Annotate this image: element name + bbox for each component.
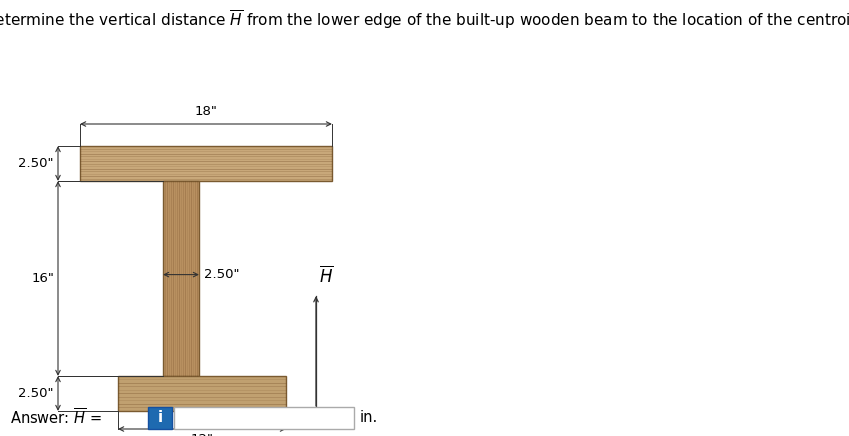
Bar xyxy=(174,407,354,429)
Text: 18": 18" xyxy=(194,105,217,118)
Text: i: i xyxy=(157,411,162,426)
Text: Answer: $\overline{H}$ =: Answer: $\overline{H}$ = xyxy=(10,408,102,428)
Text: 12": 12" xyxy=(190,433,213,436)
Bar xyxy=(163,181,199,376)
Text: 2.50": 2.50" xyxy=(204,268,239,281)
Text: $\overline{H}$: $\overline{H}$ xyxy=(318,265,334,286)
Text: Determine the vertical distance $\overline{H}$ from the lower edge of the built-: Determine the vertical distance $\overli… xyxy=(0,8,849,31)
Bar xyxy=(118,376,286,411)
Text: in.: in. xyxy=(360,411,379,426)
Text: 2.50": 2.50" xyxy=(19,157,54,170)
Text: 2.50": 2.50" xyxy=(19,387,54,400)
Text: 16": 16" xyxy=(31,272,54,285)
Bar xyxy=(148,407,172,429)
Bar xyxy=(80,146,332,181)
